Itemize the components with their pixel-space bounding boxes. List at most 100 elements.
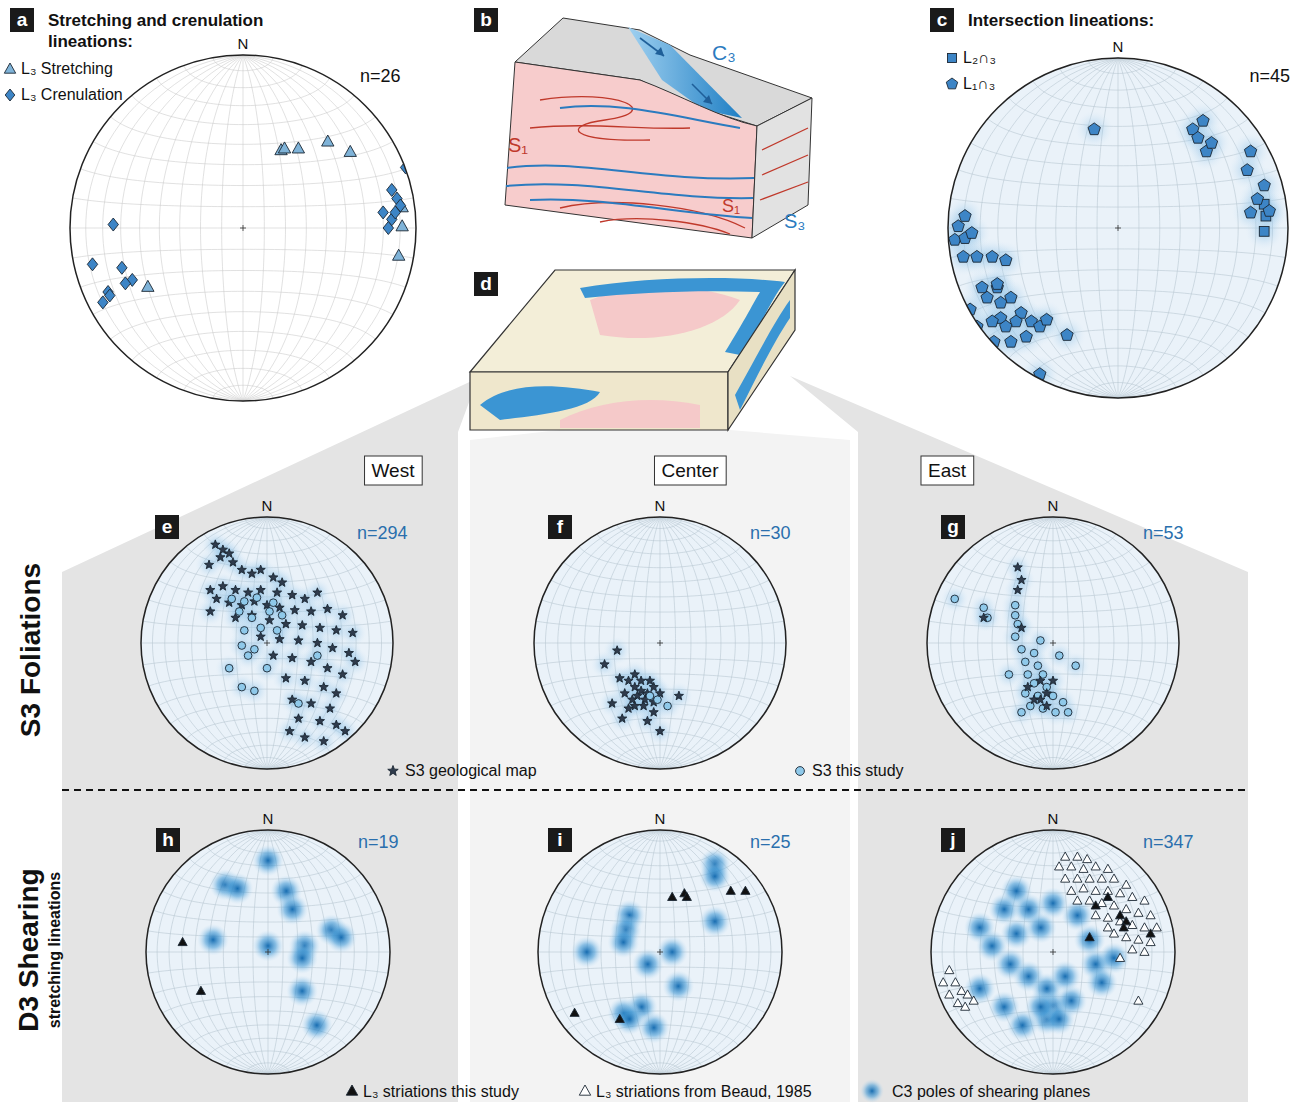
primitive-circle <box>931 830 1175 1074</box>
data-point <box>266 608 274 616</box>
great-circle <box>1053 517 1054 769</box>
data-point <box>1026 702 1034 710</box>
net-grid <box>927 517 1179 769</box>
legend-label: L₁∩₃ <box>963 75 995 92</box>
data-point <box>951 595 959 603</box>
data-point <box>108 218 118 231</box>
data-point <box>285 726 294 735</box>
data-point <box>1116 953 1125 961</box>
north-label: N <box>1048 810 1059 827</box>
data-point <box>1244 206 1256 218</box>
label-line: lineations: <box>48 32 133 51</box>
pole-density <box>197 924 229 956</box>
pole-density <box>988 991 1020 1023</box>
data-point <box>1067 862 1076 870</box>
stereonet: Nn=53g <box>927 497 1184 769</box>
small-circle <box>536 621 784 627</box>
panel-title: Intersection lineations: <box>968 11 1154 30</box>
data-point <box>1122 880 1131 888</box>
data-point <box>1146 937 1155 945</box>
label-s1: S₁ <box>508 134 528 156</box>
data-point <box>244 652 252 660</box>
points <box>600 646 683 735</box>
density-shade <box>941 585 969 613</box>
data-point <box>570 1008 579 1016</box>
small-circle <box>175 1011 362 1030</box>
section-unit <box>560 400 700 428</box>
legend-label: C3 poles of shearing planes <box>892 1083 1090 1100</box>
s3-trace <box>507 166 754 179</box>
legend-label: S3 this study <box>812 762 904 779</box>
small-circle <box>638 758 682 768</box>
data-point <box>319 736 328 745</box>
s3-trace <box>506 184 753 198</box>
small-circle <box>110 117 375 145</box>
data-point <box>341 726 350 735</box>
center-cross <box>660 949 661 955</box>
legend-marker <box>346 1085 357 1095</box>
panel-letter: f <box>557 516 564 537</box>
data-point <box>196 986 205 994</box>
legend-marker <box>388 766 398 776</box>
small-circle <box>184 368 302 390</box>
data-point <box>1134 908 1143 916</box>
data-point <box>396 220 408 231</box>
data-point <box>247 569 256 578</box>
density <box>197 845 357 1041</box>
data-point <box>1091 901 1100 909</box>
data-point <box>298 621 307 630</box>
data-point <box>1085 874 1094 882</box>
small-circle <box>207 1038 329 1057</box>
small-circle <box>617 525 703 541</box>
stereonet: Nn=294e <box>141 497 408 769</box>
panel-letter-box <box>548 828 572 852</box>
figure: Nn=26aStretching and crenulationlineatio… <box>0 0 1299 1105</box>
data-point <box>325 704 334 713</box>
data-point <box>1048 676 1057 685</box>
data-point <box>256 632 265 641</box>
data-point <box>300 676 309 685</box>
small-circle <box>1032 1063 1074 1072</box>
net-grid <box>70 55 416 401</box>
data-point <box>225 549 234 558</box>
data-point <box>1042 689 1051 698</box>
small-circle <box>1033 81 1203 108</box>
panel-letter: h <box>162 829 174 850</box>
panel-letter: g <box>947 516 959 537</box>
panel-letter: b <box>480 9 492 30</box>
data-point <box>269 651 278 660</box>
data-point <box>961 1002 970 1010</box>
front-face <box>505 62 757 238</box>
data-point <box>1091 911 1100 919</box>
data-point <box>951 978 960 986</box>
data-point <box>1020 330 1032 342</box>
small-circle <box>956 562 1149 582</box>
center-cross <box>267 640 268 646</box>
data-point <box>256 585 265 594</box>
data-point <box>939 978 948 986</box>
data-point <box>1109 874 1118 882</box>
pole-density <box>286 942 318 974</box>
figure-labels: WestCenterEastS3 FoliationsD3 Shearingst… <box>13 456 1250 1103</box>
pole-density <box>632 948 664 980</box>
small-circle <box>540 931 780 937</box>
small-circle <box>73 198 414 207</box>
net-grid <box>146 830 390 1074</box>
great-circle <box>243 55 244 401</box>
label-s3: S₃ <box>784 210 805 232</box>
density-halo <box>591 637 693 745</box>
panel-letter-box <box>10 8 34 32</box>
panel-letter: j <box>949 829 955 850</box>
region-west <box>62 378 478 1102</box>
data-point <box>957 986 966 994</box>
data-point <box>630 670 639 679</box>
panel-title: Stretching and crenulationlineations: <box>48 11 263 51</box>
data-point <box>674 691 683 700</box>
data-point <box>328 643 337 652</box>
pole-density <box>699 906 731 938</box>
data-point <box>1091 862 1100 870</box>
data-point <box>1005 335 1017 347</box>
small-circle <box>1031 519 1075 529</box>
data-point <box>741 886 750 894</box>
small-circle <box>132 331 354 360</box>
